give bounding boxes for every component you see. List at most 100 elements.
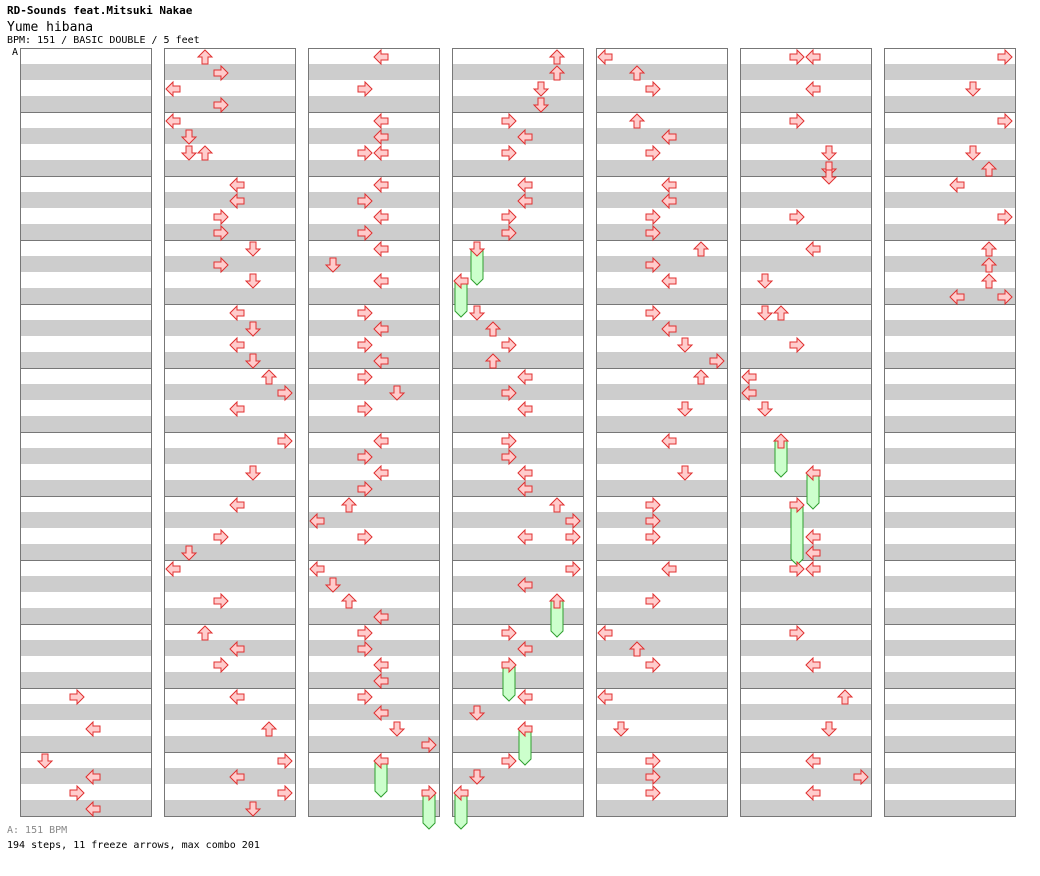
measure-bar bbox=[308, 560, 440, 625]
step-arrow-r bbox=[357, 368, 373, 386]
measure-bar bbox=[884, 112, 1016, 177]
bpm-legend: A: 151 BPM bbox=[7, 825, 68, 836]
step-arrow-l bbox=[229, 336, 245, 354]
measure-bar bbox=[884, 752, 1016, 817]
step-arrow-l bbox=[229, 304, 245, 322]
step-arrow-r bbox=[357, 480, 373, 498]
step-arrow-l bbox=[373, 48, 389, 66]
measure-bar bbox=[596, 112, 728, 177]
step-arrow-r bbox=[645, 256, 661, 274]
measure-bar bbox=[884, 48, 1016, 113]
step-arrow-r bbox=[357, 640, 373, 658]
step-arrow-r bbox=[645, 656, 661, 674]
measure-bar bbox=[20, 48, 152, 113]
step-arrow-r bbox=[357, 192, 373, 210]
measure-bar bbox=[308, 688, 440, 753]
step-arrow-r bbox=[789, 496, 805, 514]
step-arrow-l bbox=[805, 560, 821, 578]
step-arrow-r bbox=[357, 448, 373, 466]
measure-bar bbox=[164, 432, 296, 497]
step-arrow-d bbox=[244, 273, 262, 289]
step-arrow-d bbox=[820, 721, 838, 737]
step-arrow-l bbox=[165, 560, 181, 578]
step-arrow-r bbox=[789, 48, 805, 66]
measure-bar bbox=[740, 496, 872, 561]
step-arrow-d bbox=[468, 705, 486, 721]
step-arrow-r bbox=[501, 224, 517, 242]
notes-layer bbox=[453, 49, 581, 830]
step-arrow-u bbox=[340, 497, 358, 513]
step-arrow-r bbox=[501, 384, 517, 402]
step-arrow-d bbox=[468, 305, 486, 321]
step-arrow-r bbox=[645, 304, 661, 322]
step-arrow-r bbox=[357, 688, 373, 706]
measure-bar bbox=[164, 752, 296, 817]
step-arrow-l bbox=[373, 464, 389, 482]
step-arrow-l bbox=[597, 688, 613, 706]
measure-bar bbox=[20, 688, 152, 753]
step-arrow-u bbox=[260, 369, 278, 385]
step-arrow-l bbox=[517, 400, 533, 418]
measure-bar bbox=[452, 112, 584, 177]
step-arrow-u bbox=[548, 593, 566, 609]
measure-bar bbox=[308, 496, 440, 561]
step-arrow-r bbox=[565, 560, 581, 578]
step-arrow-u bbox=[484, 321, 502, 337]
step-arrow-r bbox=[645, 768, 661, 786]
measure-bar bbox=[452, 368, 584, 433]
measure-bar bbox=[164, 624, 296, 689]
step-arrow-r bbox=[645, 752, 661, 770]
chart-column bbox=[452, 48, 584, 830]
step-arrow-r bbox=[357, 528, 373, 546]
song-title: Yume hibana bbox=[7, 20, 94, 35]
step-arrow-r bbox=[789, 112, 805, 130]
measure-bar bbox=[596, 240, 728, 305]
step-arrow-r bbox=[213, 208, 229, 226]
step-arrow-u bbox=[980, 257, 998, 273]
notes-layer bbox=[165, 49, 293, 817]
notes-layer bbox=[741, 48, 869, 802]
measure-bar bbox=[596, 368, 728, 433]
step-arrow-d bbox=[820, 145, 838, 161]
step-arrow-l bbox=[517, 688, 533, 706]
step-arrow-d bbox=[676, 465, 694, 481]
step-arrow-d bbox=[244, 801, 262, 817]
measure-bar bbox=[20, 240, 152, 305]
step-arrow-l bbox=[661, 320, 677, 338]
step-arrow-l bbox=[85, 720, 101, 738]
step-arrow-r bbox=[645, 208, 661, 226]
step-arrow-r bbox=[645, 496, 661, 514]
measure-bar bbox=[884, 496, 1016, 561]
step-arrow-l bbox=[373, 608, 389, 626]
step-arrow-d bbox=[324, 577, 342, 593]
step-arrow-r bbox=[501, 336, 517, 354]
step-arrow-l bbox=[373, 352, 389, 370]
step-arrow-d bbox=[532, 97, 550, 113]
step-arrow-u bbox=[548, 65, 566, 81]
step-arrow-d bbox=[532, 81, 550, 97]
step-arrow-r bbox=[709, 352, 725, 370]
step-arrow-l bbox=[373, 704, 389, 722]
step-arrow-u bbox=[980, 273, 998, 289]
step-arrow-r bbox=[357, 400, 373, 418]
step-arrow-l bbox=[517, 480, 533, 498]
step-arrow-d bbox=[244, 353, 262, 369]
step-arrow-r bbox=[213, 96, 229, 114]
step-arrow-d bbox=[388, 721, 406, 737]
step-arrow-r bbox=[357, 304, 373, 322]
step-arrow-r bbox=[357, 144, 373, 162]
step-arrow-l bbox=[165, 112, 181, 130]
step-arrow-d bbox=[964, 145, 982, 161]
step-arrow-l bbox=[165, 80, 181, 98]
step-arrow-d bbox=[756, 305, 774, 321]
step-arrow-l bbox=[373, 112, 389, 130]
step-arrow-d bbox=[244, 465, 262, 481]
step-arrow-r bbox=[645, 144, 661, 162]
measure-bar bbox=[308, 240, 440, 305]
measure-bar bbox=[452, 176, 584, 241]
step-arrow-u bbox=[692, 241, 710, 257]
step-arrow-l bbox=[517, 192, 533, 210]
step-arrow-r bbox=[645, 784, 661, 802]
step-arrow-l bbox=[85, 800, 101, 818]
step-arrow-l bbox=[741, 384, 757, 402]
